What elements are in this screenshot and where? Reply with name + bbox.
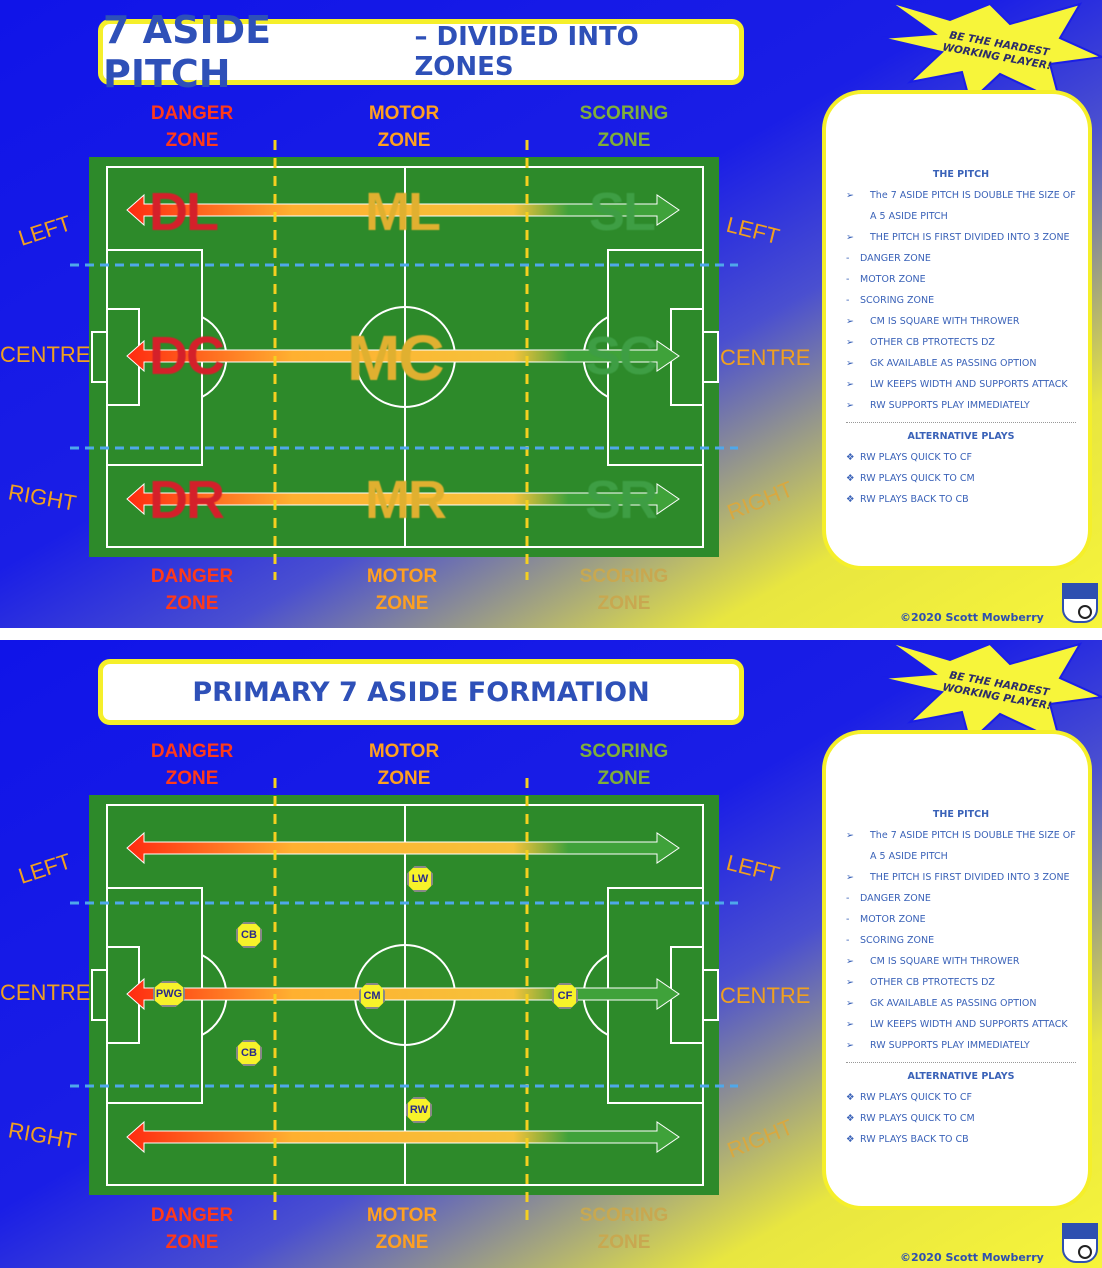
player-cm: CM — [359, 983, 385, 1009]
zone-tag-dr: DR — [149, 470, 225, 530]
side-label-centre-right: CENTRE — [720, 345, 811, 370]
zone-arrows — [126, 831, 680, 1154]
panel-item: ➢ CM IS SQUARE WITH THROWER — [846, 956, 1020, 967]
player-cb-bottom: CB — [236, 1040, 262, 1066]
panel-divider — [846, 1062, 1076, 1063]
panel-item: A 5 ASIDE PITCH — [870, 211, 948, 222]
motor-zone-label-bottom: MOTOR ZONE — [366, 566, 438, 614]
motor-zone-label-top: MOTOR ZONE — [368, 741, 440, 789]
scoring-zone-label-top: SCORING ZONE — [579, 103, 669, 151]
zone-tag-mr: MR — [365, 470, 447, 530]
pitch: LW CB PWG CM CF CB RW — [89, 795, 719, 1195]
notes-panel: THE PITCH ➢ The 7 ASIDE PITCH IS DOUBLE T… — [822, 730, 1092, 1210]
alt-item: ❖ RW PLAYS QUICK TO CF — [846, 1092, 972, 1103]
danger-zone-label-bottom: DANGER ZONE — [150, 566, 234, 614]
slide-title: 7 ASIDE PITCH – DIVIDED INTO ZONES — [98, 8, 744, 96]
danger-zone-label-bottom: DANGER ZONE — [150, 1205, 234, 1253]
club-badge-icon — [1062, 1223, 1098, 1263]
scoring-zone-label-top: SCORING ZONE — [579, 741, 669, 789]
danger-zone-label-top: DANGER ZONE — [150, 103, 234, 151]
player-pwg: PWG — [153, 981, 185, 1007]
zone-dividers — [70, 778, 738, 1220]
alt-item: ❖ RW PLAYS BACK TO CB — [846, 494, 969, 505]
copyright: ©2020 Scott Mowberry — [900, 1251, 1044, 1264]
notes-panel: THE PITCH ➢ The 7 ASIDE PITCH IS DOUBLE T… — [822, 90, 1092, 570]
slide-title: PRIMARY 7 ASIDE FORMATION — [98, 659, 744, 725]
zone-tag-dc: DC — [149, 326, 225, 386]
panel-item: - DANGER ZONE — [846, 253, 931, 264]
zone-tag-dl: DL — [149, 182, 219, 242]
zone-tag-ml: ML — [365, 182, 441, 242]
slogan-star — [881, 2, 1102, 102]
slide-formation: PRIMARY 7 ASIDE FORMATION DANGER ZONE MOT… — [0, 640, 1102, 1268]
title-main: PRIMARY 7 ASIDE FORMATION — [192, 676, 650, 708]
player-rw: RW — [406, 1097, 432, 1123]
zone-tag-sr: SR — [585, 470, 658, 530]
panel-item: ➢ LW KEEPS WIDTH AND SUPPORTS ATTACK — [846, 1019, 1068, 1030]
side-label-centre-right: CENTRE — [720, 983, 811, 1008]
title-main: 7 ASIDE PITCH — [103, 8, 272, 96]
panel-item: - DANGER ZONE — [846, 893, 931, 904]
panel-item: ➢ The 7 ASIDE PITCH IS DOUBLE THE SIZE OF — [846, 190, 1076, 201]
panel-item: ➢ OTHER CB PTROTECTS DZ — [846, 337, 995, 348]
side-label-centre: CENTRE — [0, 980, 91, 1005]
alt-item: ❖ RW PLAYS QUICK TO CM — [846, 473, 975, 484]
scoring-zone-label-bottom: SCORING ZONE — [579, 1205, 669, 1253]
copyright: ©2020 Scott Mowberry — [900, 611, 1044, 624]
player-lw: LW — [407, 866, 433, 892]
slide-zones: 7 ASIDE PITCH – DIVIDED INTO ZONES DANGE… — [0, 0, 1102, 628]
alt-item: ❖ RW PLAYS QUICK TO CF — [846, 452, 972, 463]
player-cf: CF — [552, 983, 578, 1009]
panel-heading: THE PITCH — [932, 169, 990, 180]
zone-tag-sc: SC — [585, 326, 658, 386]
zone-dividers — [70, 140, 738, 580]
zone-tag-mc: MC — [347, 322, 445, 394]
pitch: DL ML SL DC MC SC DR MR SR — [89, 157, 719, 557]
panel-item: - MOTOR ZONE — [846, 274, 926, 285]
panel-item: ➢ THE PITCH IS FIRST DIVIDED INTO 3 ZONE — [846, 232, 1070, 243]
alt-item: ❖ RW PLAYS QUICK TO CM — [846, 1113, 975, 1124]
club-badge-icon — [1062, 583, 1098, 623]
panel-item: ➢ RW SUPPORTS PLAY IMMEDIATELY — [846, 1040, 1030, 1051]
danger-zone-label-top: DANGER ZONE — [150, 741, 234, 789]
panel-item: ➢ LW KEEPS WIDTH AND SUPPORTS ATTACK — [846, 379, 1068, 390]
panel-divider — [846, 422, 1076, 423]
panel-item: ➢ CM IS SQUARE WITH THROWER — [846, 316, 1020, 327]
panel-item: - SCORING ZONE — [846, 295, 935, 306]
panel-item: ➢ The 7 ASIDE PITCH IS DOUBLE THE SIZE OF — [846, 830, 1076, 841]
zone-arrows — [126, 193, 680, 516]
title-sub: – DIVIDED INTO ZONES — [414, 22, 639, 82]
panel-item: ➢ THE PITCH IS FIRST DIVIDED INTO 3 ZONE — [846, 872, 1070, 883]
panel-item: A 5 ASIDE PITCH — [870, 851, 948, 862]
side-label-centre: CENTRE — [0, 342, 91, 367]
panel-item: - MOTOR ZONE — [846, 914, 926, 925]
panel-item: ➢ OTHER CB PTROTECTS DZ — [846, 977, 995, 988]
panel-heading: THE PITCH — [932, 809, 990, 820]
slogan-star — [881, 642, 1102, 742]
scoring-zone-label-bottom: SCORING ZONE — [579, 566, 669, 614]
panel-item: ➢ GK AVAILABLE AS PASSING OPTION — [846, 358, 1037, 369]
player-cb-top: CB — [236, 922, 262, 948]
zone-tag-sl: SL — [589, 182, 656, 242]
motor-zone-label-top: MOTOR ZONE — [368, 103, 440, 151]
motor-zone-label-bottom: MOTOR ZONE — [366, 1205, 438, 1253]
alt-heading: ALTERNATIVE PLAYS — [907, 1071, 1015, 1082]
panel-item: ➢ GK AVAILABLE AS PASSING OPTION — [846, 998, 1037, 1009]
panel-item: ➢ RW SUPPORTS PLAY IMMEDIATELY — [846, 400, 1030, 411]
alt-heading: ALTERNATIVE PLAYS — [907, 431, 1015, 442]
alt-item: ❖ RW PLAYS BACK TO CB — [846, 1134, 969, 1145]
panel-item: - SCORING ZONE — [846, 935, 935, 946]
